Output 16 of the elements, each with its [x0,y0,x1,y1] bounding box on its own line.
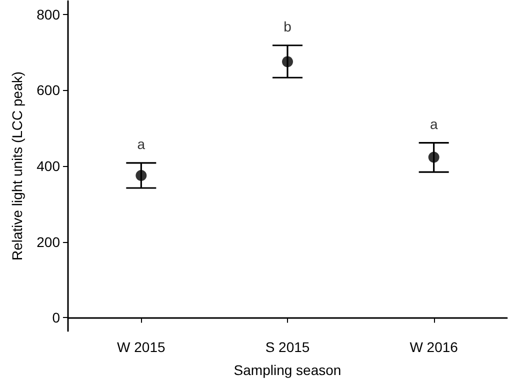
point [428,152,440,163]
y-axis-title: Relative light units (LCC peak) [9,71,25,261]
y-tick-label: 200 [36,234,60,250]
annotation: a [430,116,438,132]
x-tick-label: W 2015 [117,339,166,355]
point [136,170,147,181]
point [282,56,293,68]
y-tick-label: 800 [36,6,60,22]
y-tick-label: 400 [36,158,60,174]
y-tick-label: 600 [36,82,60,98]
x-tick-label: S 2015 [265,339,310,355]
y-tick-label: 0 [52,310,60,326]
annotation: a [137,136,146,152]
x-tick-label: W 2016 [410,339,458,355]
x-axis-title: Sampling season [234,362,342,378]
annotation: b [284,18,292,34]
